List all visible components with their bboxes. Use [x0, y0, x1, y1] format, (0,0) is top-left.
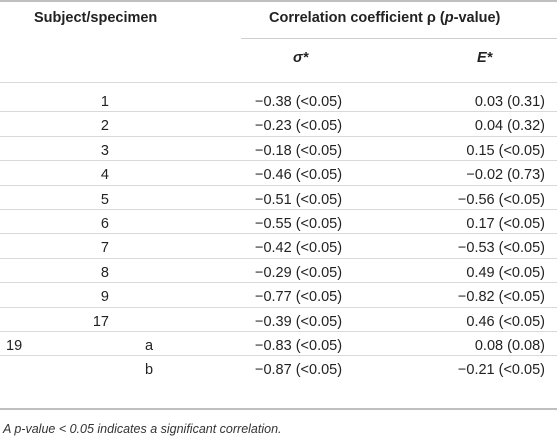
header-subrule [241, 38, 557, 39]
header-rule [0, 82, 557, 83]
cell-e: 0.49 (<0.05) [466, 264, 545, 281]
cell-e: 0.08 (0.08) [474, 338, 545, 354]
row-divider [0, 257, 557, 259]
cell-subject: 6 [100, 216, 109, 232]
cell-subject: 8 [100, 264, 109, 281]
cell-e: 0.03 (0.31) [474, 94, 545, 110]
row-divider [0, 282, 557, 284]
cell-e: 0.46 (<0.05) [466, 313, 545, 330]
table-row: 6 −0.55 (<0.05) 0.17 (<0.05) [0, 213, 557, 237]
cell-e: −0.02 (0.73) [466, 167, 545, 184]
bottom-rule [0, 408, 557, 410]
cell-sigma: −0.29 (<0.05) [255, 264, 343, 281]
table-row: 5 −0.51 (<0.05) −0.56 (<0.05) [0, 189, 557, 213]
cell-e: 0.04 (0.32) [474, 118, 545, 135]
header-e: E* [477, 50, 493, 66]
cell-sigma: −0.42 (<0.05) [255, 240, 343, 257]
row-divider [0, 331, 557, 332]
cell-sigma: −0.23 (<0.05) [255, 118, 343, 135]
cell-sigma: −0.18 (<0.05) [255, 142, 343, 159]
cell-subject: 5 [100, 191, 109, 208]
cell-e: 0.17 (<0.05) [466, 216, 545, 232]
header-correlation: Correlation coefficient ρ (p-value) [269, 10, 501, 26]
cell-sigma: −0.46 (<0.05) [255, 167, 343, 184]
row-divider [0, 111, 557, 113]
cell-e: −0.53 (<0.05) [457, 240, 545, 257]
table-row: 1 −0.38 (<0.05) 0.03 (0.31) [0, 91, 557, 115]
table-row: 3 −0.18 (<0.05) 0.15 (<0.05) [0, 140, 557, 164]
footnote: A p-value < 0.05 indicates a significant… [3, 422, 282, 436]
cell-subject: 9 [100, 289, 109, 306]
table-row: 17 −0.39 (<0.05) 0.46 (<0.05) [0, 311, 557, 335]
cell-e: −0.56 (<0.05) [457, 191, 545, 208]
table-row: b −0.87 (<0.05) −0.21 (<0.05) [0, 359, 557, 383]
cell-subject: 2 [100, 118, 109, 135]
cell-subject-group: 19 [6, 338, 23, 354]
cell-subject: 17 [92, 313, 109, 330]
row-divider [0, 209, 557, 210]
table-row: 7 −0.42 (<0.05) −0.53 (<0.05) [0, 237, 557, 261]
cell-sigma: −0.39 (<0.05) [255, 313, 343, 330]
row-divider [0, 306, 557, 308]
table-row: 19 a −0.83 (<0.05) 0.08 (0.08) [0, 335, 557, 359]
row-divider [0, 355, 557, 357]
row-divider [0, 233, 557, 235]
header-sigma: σ* [293, 50, 309, 66]
cell-e: −0.82 (<0.05) [457, 289, 545, 306]
header-subject: Subject/specimen [34, 10, 158, 26]
row-divider [0, 160, 557, 162]
cell-sigma: −0.77 (<0.05) [255, 289, 343, 306]
row-divider [0, 135, 557, 137]
cell-sigma: −0.38 (<0.05) [255, 94, 343, 110]
cell-sigma: −0.87 (<0.05) [255, 362, 343, 379]
cell-specimen: b [145, 362, 154, 379]
cell-subject: 7 [100, 240, 109, 257]
cell-subject: 4 [100, 167, 109, 184]
cell-sigma: −0.83 (<0.05) [255, 338, 343, 354]
cell-sigma: −0.51 (<0.05) [255, 191, 343, 208]
row-divider [0, 184, 557, 186]
cell-sigma: −0.55 (<0.05) [255, 216, 343, 232]
table-row: 9 −0.77 (<0.05) −0.82 (<0.05) [0, 286, 557, 310]
cell-subject: 1 [100, 94, 109, 110]
cell-subject: 3 [100, 142, 109, 159]
table-row: 2 −0.23 (<0.05) 0.04 (0.32) [0, 115, 557, 139]
table-row: 4 −0.46 (<0.05) −0.02 (0.73) [0, 164, 557, 188]
top-rule [0, 0, 557, 2]
cell-e: −0.21 (<0.05) [457, 362, 545, 379]
table-row: 8 −0.29 (<0.05) 0.49 (<0.05) [0, 262, 557, 286]
cell-e: 0.15 (<0.05) [466, 142, 545, 159]
cell-specimen: a [145, 338, 154, 354]
